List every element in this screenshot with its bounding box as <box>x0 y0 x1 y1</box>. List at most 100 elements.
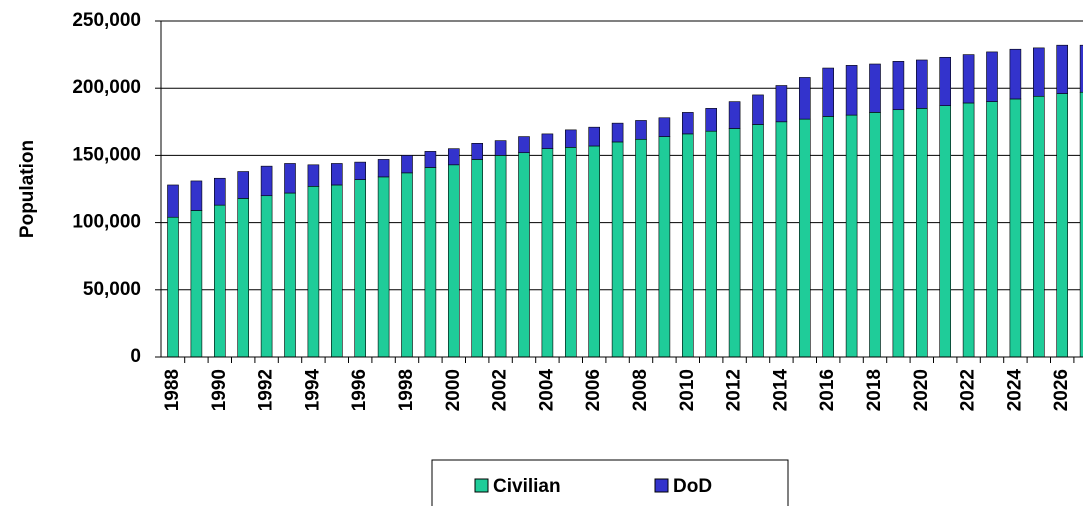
bar-segment <box>494 140 507 156</box>
bar-segment <box>775 121 788 358</box>
bar-segment <box>822 67 835 117</box>
bar-segment <box>635 120 647 140</box>
bar-segment <box>237 198 249 358</box>
bar-segment <box>401 155 413 174</box>
x-tick-label: 1994 <box>302 369 323 412</box>
bar-segment <box>892 61 905 111</box>
x-tick-label: 2010 <box>677 369 698 411</box>
bar-segment <box>1079 91 1083 358</box>
bar-segment <box>1009 48 1022 100</box>
bar-segment <box>752 94 764 125</box>
bar-segment <box>915 59 928 109</box>
legend-box <box>431 459 789 506</box>
bar-segment <box>915 108 928 358</box>
bar-segment <box>1056 44 1068 94</box>
bar-segment <box>1033 47 1045 97</box>
bar-segment <box>939 105 952 358</box>
bar-segment <box>705 108 718 132</box>
bar-segment <box>1079 44 1083 93</box>
bar-segment <box>635 138 647 358</box>
x-tick-label: 1996 <box>349 369 370 411</box>
bar-segment <box>190 180 203 211</box>
bar-segment <box>962 102 975 358</box>
bar-segment <box>939 56 952 106</box>
bar-segment <box>588 145 601 358</box>
x-tick-label: 2012 <box>724 369 745 411</box>
bar-segment <box>1033 95 1045 358</box>
bar-segment <box>471 143 484 160</box>
bar-segment <box>892 109 905 358</box>
bar-segment <box>167 216 179 358</box>
bar-segment <box>728 128 741 358</box>
bar-segment <box>728 101 741 129</box>
bar-segment <box>330 163 343 186</box>
legend-swatch <box>654 478 669 493</box>
x-tick-label: 2004 <box>536 369 557 412</box>
bar-segment <box>681 133 694 358</box>
bar-segment <box>541 148 554 358</box>
bar-segment <box>1056 93 1068 358</box>
bar-segment <box>705 130 718 358</box>
bar-segment <box>752 124 764 358</box>
x-tick-label: 2002 <box>490 369 511 411</box>
bar-segment <box>307 164 320 187</box>
bar-segment <box>284 192 296 358</box>
bar-segment <box>962 54 975 104</box>
x-tick-label: 2014 <box>770 369 791 412</box>
bar-segment <box>798 118 811 358</box>
bar-segment <box>611 141 624 358</box>
y-tick-label: 250,000 <box>72 10 141 31</box>
bar-segment <box>167 184 179 218</box>
bar-segment <box>284 163 296 194</box>
bar-segment <box>354 179 367 358</box>
bar-segment <box>354 161 367 180</box>
bar-segment <box>494 155 507 358</box>
bar-segment <box>986 101 998 358</box>
x-tick-label: 2006 <box>583 369 604 411</box>
y-tick-label: 100,000 <box>72 212 141 233</box>
legend-label: DoD <box>673 476 712 497</box>
bar-segment <box>822 116 835 358</box>
bar-segment <box>260 195 273 358</box>
x-tick-label: 1990 <box>209 369 230 411</box>
bar-segment <box>307 186 320 358</box>
bar-segment <box>401 172 413 358</box>
bar-segment <box>798 77 811 120</box>
y-tick-label: 50,000 <box>83 279 141 300</box>
y-axis-label: Population <box>17 140 38 238</box>
y-tick-label: 150,000 <box>72 144 141 165</box>
bar-segment <box>518 136 530 154</box>
bar-segment <box>447 148 460 166</box>
bar-segment <box>986 51 998 102</box>
bar-segment <box>658 136 671 358</box>
bar-segment <box>330 184 343 358</box>
bar-segment <box>681 112 694 135</box>
bar-segment <box>588 126 601 147</box>
x-tick-label: 1998 <box>396 369 417 411</box>
bar-segment <box>1009 98 1022 358</box>
bar-segment <box>611 122 624 143</box>
bar-segment <box>564 147 577 358</box>
bar-segment <box>658 117 671 137</box>
x-tick-label: 2024 <box>1004 369 1025 412</box>
bar-segment <box>518 152 530 358</box>
bar-segment <box>845 114 858 358</box>
x-tick-label: 2022 <box>958 369 979 411</box>
bar-segment <box>775 85 788 123</box>
bar-segment <box>237 171 249 199</box>
bar-segment <box>845 65 858 116</box>
legend-label: Civilian <box>493 476 561 497</box>
bar-segment <box>447 164 460 358</box>
y-tick-label: 200,000 <box>72 77 141 98</box>
x-tick-label: 2026 <box>1051 369 1072 411</box>
x-tick-label: 2018 <box>864 369 885 411</box>
x-tick-label: 1988 <box>162 369 183 411</box>
x-tick-label: 2000 <box>443 369 464 411</box>
x-tick-label: 2016 <box>817 369 838 411</box>
bar-segment <box>869 112 881 358</box>
y-tick-label: 0 <box>130 346 141 367</box>
bar-segment <box>869 63 881 113</box>
bar-segment <box>214 204 226 358</box>
